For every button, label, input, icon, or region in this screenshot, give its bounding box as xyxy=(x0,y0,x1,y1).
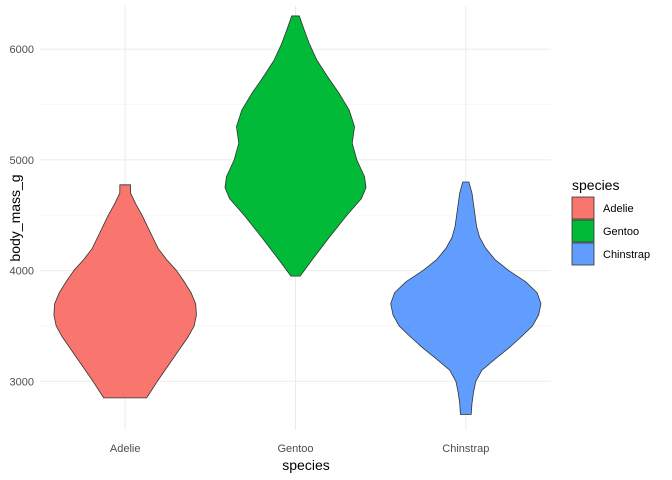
y-tick-labels: 3000 4000 5000 6000 xyxy=(10,44,34,388)
legend: species Adelie Gentoo Chinstrap xyxy=(571,177,650,266)
legend-key-gentoo xyxy=(571,219,595,243)
legend-label: Chinstrap xyxy=(603,249,650,261)
x-tick-label: Chinstrap xyxy=(442,443,489,455)
legend-key-chinstrap xyxy=(571,242,595,266)
y-tick-label: 5000 xyxy=(10,155,34,167)
y-tick-label: 4000 xyxy=(10,266,34,278)
y-axis-title: body_mass_g xyxy=(7,174,23,261)
y-tick-label: 3000 xyxy=(10,376,34,388)
legend-label: Gentoo xyxy=(603,226,639,238)
x-tick-label: Adelie xyxy=(110,443,141,455)
legend-label: Adelie xyxy=(603,203,634,215)
violin-chinstrap xyxy=(390,181,542,415)
x-tick-labels: Adelie Gentoo Chinstrap xyxy=(110,443,489,455)
violin-adelie xyxy=(53,184,197,399)
y-tick-label: 6000 xyxy=(10,44,34,56)
violin-gentoo xyxy=(224,15,367,277)
x-axis-title: species xyxy=(282,457,329,473)
x-tick-label: Gentoo xyxy=(277,443,313,455)
legend-key-adelie xyxy=(571,196,595,220)
legend-title: species xyxy=(572,177,619,193)
violin-shapes xyxy=(53,15,542,415)
